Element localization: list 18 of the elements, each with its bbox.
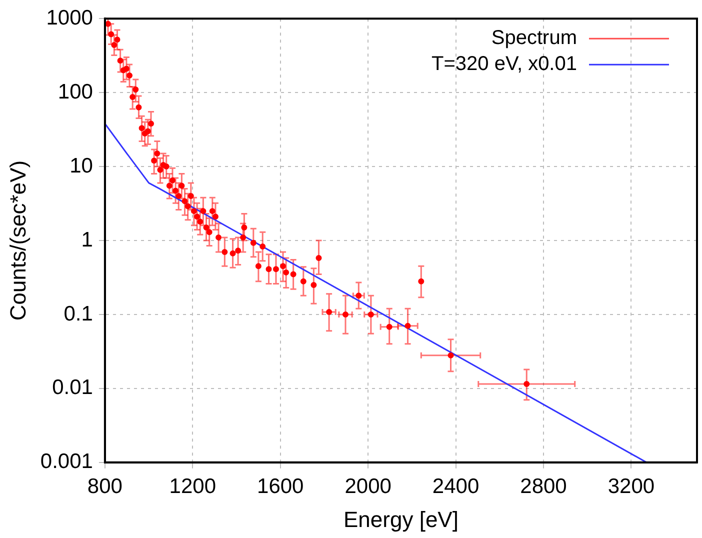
x-tick-label: 3200 bbox=[608, 474, 655, 498]
y-tick-label: 10 bbox=[70, 154, 93, 178]
y-tick-label: 100 bbox=[58, 80, 93, 104]
x-axis-title: Energy [eV] bbox=[344, 506, 458, 532]
legend-label: Spectrum bbox=[491, 27, 577, 50]
y-tick-label: 1000 bbox=[46, 6, 93, 30]
y-axis-title: Counts/(sec*eV) bbox=[5, 160, 30, 321]
y-tick-label: 0.001 bbox=[40, 450, 93, 474]
legend-label: T=320 eV, x0.01 bbox=[432, 53, 577, 76]
x-tick-label: 2800 bbox=[520, 474, 567, 498]
y-tick-label: 0.01 bbox=[52, 376, 93, 400]
x-tick-label: 2000 bbox=[344, 474, 392, 498]
y-tick-label: 1 bbox=[81, 228, 93, 252]
x-tick-label: 1200 bbox=[169, 474, 216, 498]
y-tick-label: 0.1 bbox=[64, 302, 93, 326]
x-tick-label: 800 bbox=[87, 474, 122, 498]
x-tick-label: 1600 bbox=[257, 474, 304, 498]
x-tick-label: 2400 bbox=[432, 474, 480, 498]
